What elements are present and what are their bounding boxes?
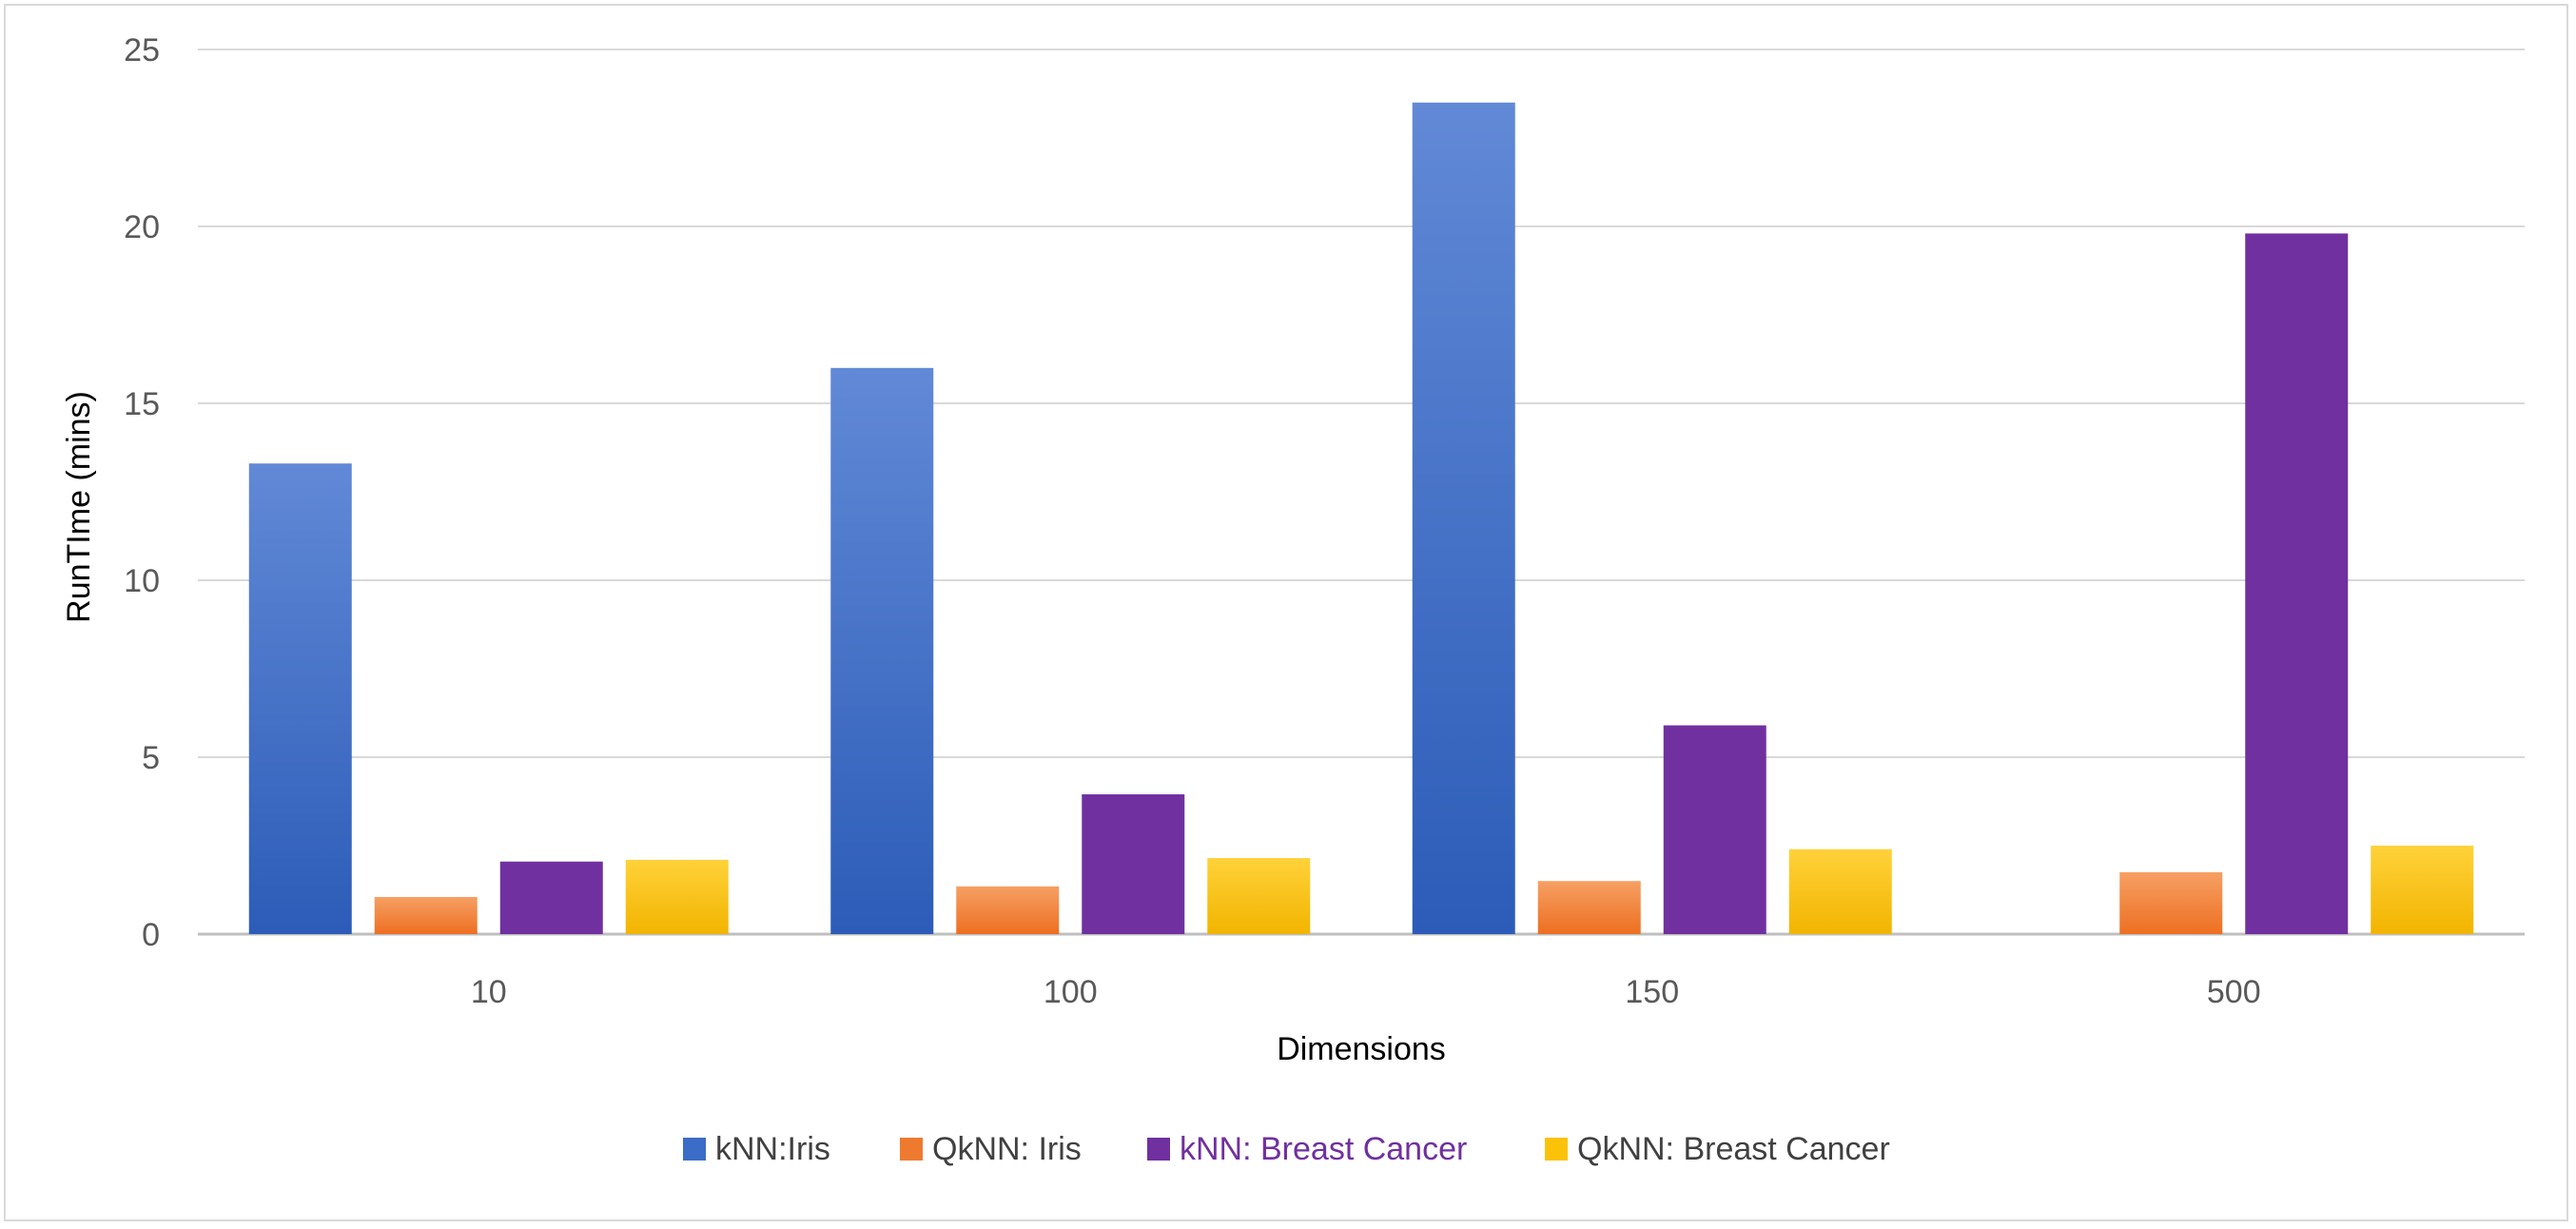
legend-swatch [900, 1138, 923, 1161]
axes: 0 5 10 15 20 25 10 100 150 500 [124, 32, 2260, 1010]
bar [1082, 794, 1185, 934]
bar [1663, 725, 1766, 934]
bar [2371, 846, 2474, 934]
y-tick-label: 0 [142, 917, 160, 953]
chart-frame: 0 5 10 15 20 25 10 100 150 500 RunTIme (mins) Dim… [4, 4, 2568, 1221]
y-tick-label: 20 [124, 209, 160, 245]
x-axis-title: Dimensions [1277, 1031, 1446, 1067]
legend: kNN:Iris QkNN: Iris kNN: Breast Cancer QkNN… [683, 1131, 1890, 1167]
legend-label: kNN:Iris [715, 1131, 830, 1167]
bars [248, 102, 2474, 935]
legend-swatch [1545, 1138, 1568, 1161]
bar [625, 859, 729, 934]
legend-swatch [683, 1138, 706, 1161]
legend-label: QkNN: Iris [932, 1131, 1082, 1167]
bar [830, 367, 934, 934]
gridlines [198, 49, 2525, 936]
legend-label: kNN: Breast Cancer [1180, 1131, 1467, 1167]
bar [248, 463, 352, 934]
bar [956, 886, 1060, 934]
bar-chart: 0 5 10 15 20 25 10 100 150 500 RunTIme (mins) Dim… [61, 32, 2525, 1167]
y-tick-label: 25 [124, 32, 160, 68]
y-tick-label: 10 [124, 563, 160, 599]
bar [1207, 858, 1311, 934]
x-tick-label: 10 [471, 974, 507, 1010]
bar [499, 861, 603, 934]
bar [1537, 881, 1641, 934]
y-tick-label: 5 [142, 740, 160, 776]
legend-swatch [1147, 1138, 1170, 1161]
y-tick-label: 15 [124, 386, 160, 422]
x-tick-label: 100 [1044, 974, 1098, 1010]
x-tick-label: 500 [2207, 974, 2261, 1010]
y-axis-title: RunTIme (mins) [61, 391, 97, 623]
x-tick-label: 150 [1625, 974, 1679, 1010]
bar [2245, 233, 2349, 934]
bar [374, 896, 478, 934]
bar [1412, 102, 1515, 935]
bar [1788, 849, 1892, 934]
legend-label: QkNN: Breast Cancer [1577, 1131, 1890, 1167]
bar [2119, 871, 2223, 934]
